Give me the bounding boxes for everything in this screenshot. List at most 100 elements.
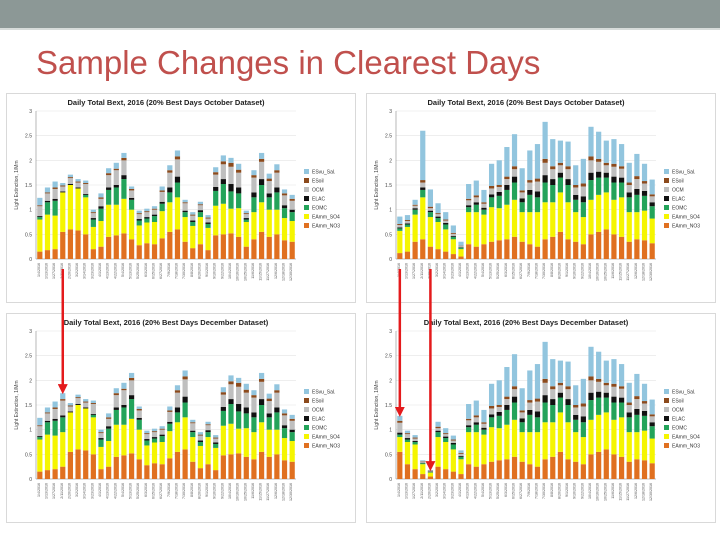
bar-segment — [618, 456, 625, 479]
bar-segment — [534, 364, 541, 399]
bar-segment — [182, 370, 188, 377]
bar-segment — [174, 150, 181, 157]
bar-segment — [565, 141, 571, 167]
x-tick-label: 7/9/2016 — [167, 263, 171, 277]
legend-swatch — [664, 223, 669, 228]
bar-segment — [573, 185, 579, 188]
bar-segment — [106, 168, 112, 174]
bar-segment — [473, 415, 479, 418]
bar-segment — [174, 385, 181, 391]
bar-segment — [159, 464, 165, 479]
slide-title: Sample Changes in Clearest Days — [36, 44, 541, 81]
bar-segment — [136, 406, 142, 409]
chart-title: Daily Total Bext, 2016 (20% Best Days De… — [64, 318, 269, 327]
bar-segment — [182, 396, 188, 403]
bar-segment — [220, 425, 226, 456]
bar-segment — [182, 417, 188, 450]
bar-segment — [90, 213, 96, 219]
bar-segment — [596, 451, 602, 479]
x-tick-label: 7/18/2016 — [174, 263, 178, 279]
x-tick-label: 1/4/2016 — [37, 483, 41, 497]
bar-segment — [151, 463, 158, 479]
bar-segment — [144, 433, 150, 435]
bar-segment — [113, 204, 119, 236]
bar-segment — [144, 445, 150, 466]
bar-segment — [258, 422, 265, 452]
bar-segment — [488, 241, 495, 259]
bar-segment — [197, 244, 204, 259]
bar-segment — [435, 214, 441, 217]
bar-segment — [159, 186, 165, 191]
bar-segment — [557, 392, 564, 398]
bar-segment — [243, 246, 249, 259]
x-tick-label: 10/25/2016 — [243, 483, 247, 501]
x-tick-label: 3/2/2016 — [435, 483, 439, 497]
bar-segment — [580, 437, 586, 465]
bar-segment — [527, 370, 533, 401]
chart-svg-top-right: Daily Total Bext, 2016 (20% Best Days Oc… — [366, 93, 716, 303]
x-tick-label: 3/23/2016 — [90, 263, 94, 279]
bar-segment — [618, 168, 625, 178]
bar-segment — [557, 382, 564, 386]
bar-segment — [618, 397, 625, 403]
bar-segment — [649, 426, 655, 439]
bar-segment — [596, 158, 602, 162]
bar-segment — [251, 417, 257, 433]
bar-segment — [52, 188, 58, 199]
bar-segment — [488, 383, 495, 406]
bar-segment — [98, 193, 104, 198]
bar-segment — [641, 181, 648, 184]
bar-segment — [588, 180, 594, 200]
bar-segment — [511, 396, 518, 403]
bar-segment — [649, 416, 655, 423]
bar-segment — [565, 202, 571, 240]
bar-segment — [603, 392, 609, 398]
bar-segment — [573, 212, 579, 242]
chart-title: Daily Total Bext, 2016 (20% Best Days Oc… — [67, 98, 265, 107]
bar-segment — [167, 458, 173, 479]
bar-segment — [167, 165, 173, 171]
bar-segment — [258, 372, 265, 379]
bar-segment — [481, 429, 487, 435]
bar-segment — [634, 212, 640, 240]
bar-segment — [404, 224, 411, 227]
bar-segment — [565, 185, 571, 203]
x-tick-label: 8/20/2016 — [557, 483, 561, 499]
bar-segment — [626, 192, 632, 198]
bar-segment — [44, 420, 51, 423]
bar-segment — [450, 444, 456, 450]
bar-segment — [527, 212, 533, 245]
bar-segment — [44, 193, 51, 201]
x-tick-label: 1/13/2016 — [404, 483, 408, 499]
bar-segment — [611, 386, 617, 397]
bar-segment — [144, 218, 150, 223]
bar-segment — [228, 384, 234, 400]
bar-segment — [274, 392, 280, 408]
bar-segment — [404, 438, 411, 440]
bar-segment — [159, 190, 165, 192]
bar-segment — [458, 452, 464, 454]
x-tick-label: 6/3/2016 — [504, 263, 508, 277]
y-tick-label: 0 — [389, 257, 392, 263]
bar-segment — [443, 442, 449, 470]
bar-segment — [136, 214, 142, 220]
y-tick-label: 0 — [29, 477, 32, 483]
y-tick-label: 1 — [29, 428, 32, 434]
bar-segment — [289, 441, 295, 462]
x-tick-label: 4/13/2016 — [466, 263, 470, 279]
bar-segment — [113, 424, 119, 457]
bar-segment — [243, 218, 249, 220]
bar-segment — [603, 192, 609, 230]
bar-segment — [228, 404, 234, 424]
bar-segment — [481, 209, 487, 215]
bar-segment — [136, 210, 142, 214]
bar-segment — [213, 443, 219, 448]
bar-segment — [228, 423, 234, 455]
bar-segment — [596, 381, 602, 392]
bar-segment — [174, 156, 181, 160]
bar-segment — [649, 206, 655, 219]
bar-segment — [144, 211, 150, 213]
bar-segment — [504, 399, 510, 405]
bar-segment — [266, 236, 272, 259]
x-tick-label: 12/30/2016 — [649, 263, 653, 281]
